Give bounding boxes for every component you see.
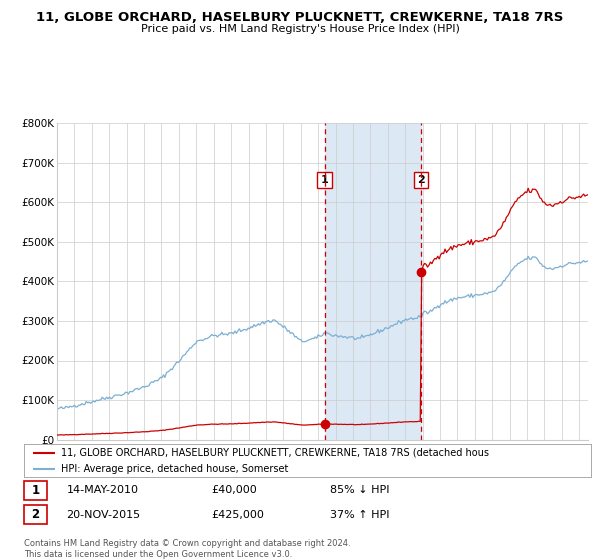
Text: £425,000: £425,000: [211, 510, 264, 520]
Text: 1: 1: [31, 484, 40, 497]
Bar: [24, 505, 47, 524]
Text: 14-MAY-2010: 14-MAY-2010: [67, 486, 139, 496]
Text: Price paid vs. HM Land Registry's House Price Index (HPI): Price paid vs. HM Land Registry's House …: [140, 24, 460, 34]
Text: 85% ↓ HPI: 85% ↓ HPI: [330, 486, 389, 496]
Text: This data is licensed under the Open Government Licence v3.0.: This data is licensed under the Open Gov…: [24, 550, 292, 559]
Text: HPI: Average price, detached house, Somerset: HPI: Average price, detached house, Some…: [61, 464, 288, 474]
Text: 37% ↑ HPI: 37% ↑ HPI: [330, 510, 389, 520]
Text: £40,000: £40,000: [211, 486, 257, 496]
Text: 20-NOV-2015: 20-NOV-2015: [67, 510, 140, 520]
Bar: [24, 481, 47, 500]
Text: Contains HM Land Registry data © Crown copyright and database right 2024.: Contains HM Land Registry data © Crown c…: [24, 539, 350, 548]
Bar: [325, 123, 421, 440]
Text: 2: 2: [31, 508, 40, 521]
Text: 11, GLOBE ORCHARD, HASELBURY PLUCKNETT, CREWKERNE, TA18 7RS (detached hous: 11, GLOBE ORCHARD, HASELBURY PLUCKNETT, …: [61, 447, 489, 458]
Text: 2: 2: [417, 175, 425, 185]
Text: 11, GLOBE ORCHARD, HASELBURY PLUCKNETT, CREWKERNE, TA18 7RS: 11, GLOBE ORCHARD, HASELBURY PLUCKNETT, …: [37, 11, 563, 24]
Text: 1: 1: [321, 175, 328, 185]
